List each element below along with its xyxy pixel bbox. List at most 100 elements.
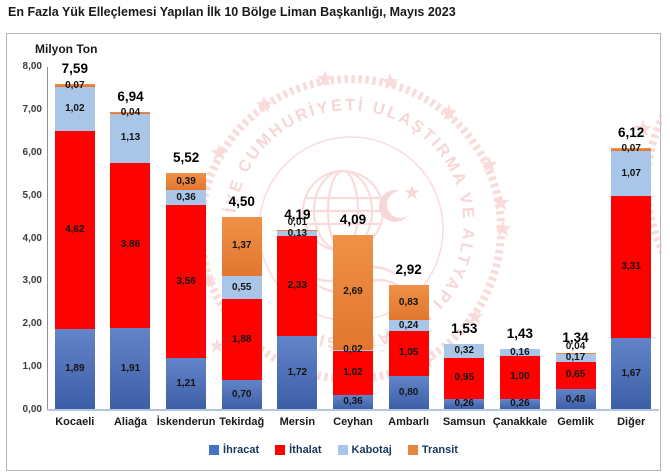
segment-value-label: 0,83 — [398, 296, 419, 308]
bar-segment-ithalat — [499, 355, 540, 399]
segment-value-label: 0,55 — [231, 281, 252, 293]
bar-segment-kabotaj — [611, 150, 652, 197]
segment-value-label: 1,07 — [621, 167, 641, 179]
y-axis-tick-label: 4,00 — [22, 232, 42, 244]
y-axis-line — [47, 67, 48, 410]
bar-total-label: 4,09 — [339, 211, 367, 227]
bar-total-label: 1,43 — [506, 326, 534, 342]
segment-value-label: 2,69 — [343, 286, 363, 298]
x-axis-category-label: Çanakkale — [492, 416, 548, 428]
segment-value-label: 0,70 — [231, 388, 252, 400]
bar-segment-kabotaj — [499, 349, 540, 356]
x-axis-category-label: Tekirdağ — [219, 416, 265, 428]
y-axis-tick-label: 3,00 — [22, 275, 42, 287]
segment-value-label: 0,02 — [343, 344, 363, 356]
segment-value-label: 4,62 — [65, 223, 85, 235]
x-axis-category-label: Gemlik — [557, 416, 594, 428]
bar-segment-kabotaj — [54, 87, 95, 131]
segment-value-label: 1,05 — [398, 347, 419, 359]
plot-area: TÜRKİYE CUMHURİYETİ ULAŞTIRMA VE ALTYAPI… — [6, 33, 662, 471]
legend-item-ihracat: İhracat — [209, 444, 259, 456]
bar-segment-ihracat — [444, 398, 485, 410]
segment-value-label: 0,26 — [510, 398, 530, 410]
bar-segment-transit — [110, 112, 151, 115]
bar-segment-ihracat — [611, 338, 652, 410]
segment-value-label: 0,36 — [343, 396, 363, 408]
segment-value-label: 1,21 — [176, 378, 196, 390]
segment-value-label: 0,26 — [454, 398, 474, 410]
legend-label-ithalat: İthalat — [289, 444, 322, 456]
legend-label-kabotaj: Kabotaj — [351, 444, 392, 456]
bar-segment-kabotaj — [221, 275, 262, 300]
segment-value-label: 2,33 — [287, 280, 308, 292]
bar-segment-ihracat — [166, 358, 207, 410]
y-axis-tick-label: 6,00 — [22, 146, 42, 158]
bar-segment-transit — [333, 234, 373, 350]
segment-value-label: 0,39 — [176, 175, 196, 187]
bar-total-label: 1,53 — [451, 321, 478, 337]
bar-segment-ihracat — [221, 379, 262, 410]
y-axis-tick-label: 7,00 — [22, 103, 42, 115]
legend-item-ithalat: İthalat — [275, 444, 322, 456]
bar-segment-ihracat — [54, 328, 95, 410]
segment-value-label: 1,02 — [65, 103, 85, 115]
legend-label-transit: Transit — [421, 444, 458, 456]
legend-swatch-ihracat — [209, 445, 220, 455]
x-axis-category-label: Diğer — [617, 416, 646, 428]
bar-segment-ihracat — [333, 394, 373, 410]
y-axis-tick-label: 8,00 — [22, 61, 42, 72]
segment-value-label: 1,89 — [65, 363, 85, 375]
y-axis-tick-label: 1,00 — [22, 361, 42, 373]
legend-label-ihracat: İhracat — [223, 444, 260, 456]
x-axis-category-label: Ambarlı — [388, 416, 430, 428]
bar-total-label: 6,12 — [618, 124, 645, 140]
bar-segment-kabotaj — [388, 320, 429, 331]
bar-segment-ihracat — [277, 336, 318, 410]
bar-segment-ihracat — [110, 328, 151, 410]
legend-item-transit: Transit — [407, 444, 458, 456]
segment-value-label: 0,13 — [287, 227, 308, 239]
chart-title: En Fazla Yük Elleçlemesi Yapılan İlk 10 … — [8, 5, 456, 19]
bar-total-label: 5,52 — [172, 150, 200, 166]
y-axis-tick-label: 5,00 — [22, 189, 42, 201]
x-axis-category-label: Samsun — [442, 416, 486, 428]
bar-segment-ithalat — [54, 130, 95, 329]
segment-value-label: 0,04 — [565, 340, 586, 352]
segment-value-label: 0,32 — [454, 345, 474, 357]
legend-swatch-ithalat — [275, 445, 286, 455]
bar-segment-ithalat — [444, 358, 485, 399]
segment-value-label: 0,07 — [65, 79, 85, 91]
bar-segment-ihracat — [555, 389, 596, 410]
segment-value-label: 3,56 — [176, 275, 196, 287]
segment-value-label: 1,37 — [231, 240, 252, 252]
segment-value-label: 0,80 — [398, 386, 419, 398]
segment-value-label: 0,07 — [621, 143, 641, 155]
watermark-crescent-star — [379, 184, 420, 222]
chart-legend: İhracat İthalat Kabotaj Transit — [7, 444, 660, 456]
segment-value-label: 3,86 — [120, 239, 141, 251]
x-axis-category-label: Kocaeli — [55, 416, 95, 428]
segment-value-label: 1,91 — [120, 363, 141, 375]
bar-segment-ithalat — [221, 299, 262, 380]
bar-segment-transit — [221, 217, 262, 276]
bar-segment-transit — [611, 147, 652, 151]
bar-total-label: 4,50 — [228, 194, 255, 210]
segment-value-label: 0,36 — [176, 191, 196, 203]
bar-segment-ihracat — [499, 398, 540, 410]
segment-value-label: 1,67 — [621, 368, 641, 380]
segment-value-label: 0,16 — [510, 346, 530, 358]
bar-segment-ithalat — [277, 236, 318, 337]
bar-segment-kabotaj — [333, 349, 373, 351]
segment-value-label: 1,88 — [231, 333, 252, 345]
bar-segment-ithalat — [166, 205, 207, 359]
bar-total-label: 7,59 — [61, 61, 88, 77]
legend-swatch-transit — [407, 445, 418, 455]
bar-segment-kabotaj — [166, 190, 207, 206]
segment-value-label: 1,02 — [343, 366, 363, 378]
y-axis-unit-label: Milyon Ton — [35, 42, 98, 56]
segment-value-label: 1,00 — [510, 371, 530, 383]
bar-segment-kabotaj — [555, 354, 596, 362]
segment-value-label: 0,04 — [120, 107, 141, 119]
y-axis-tick-label: 0,00 — [22, 404, 42, 415]
